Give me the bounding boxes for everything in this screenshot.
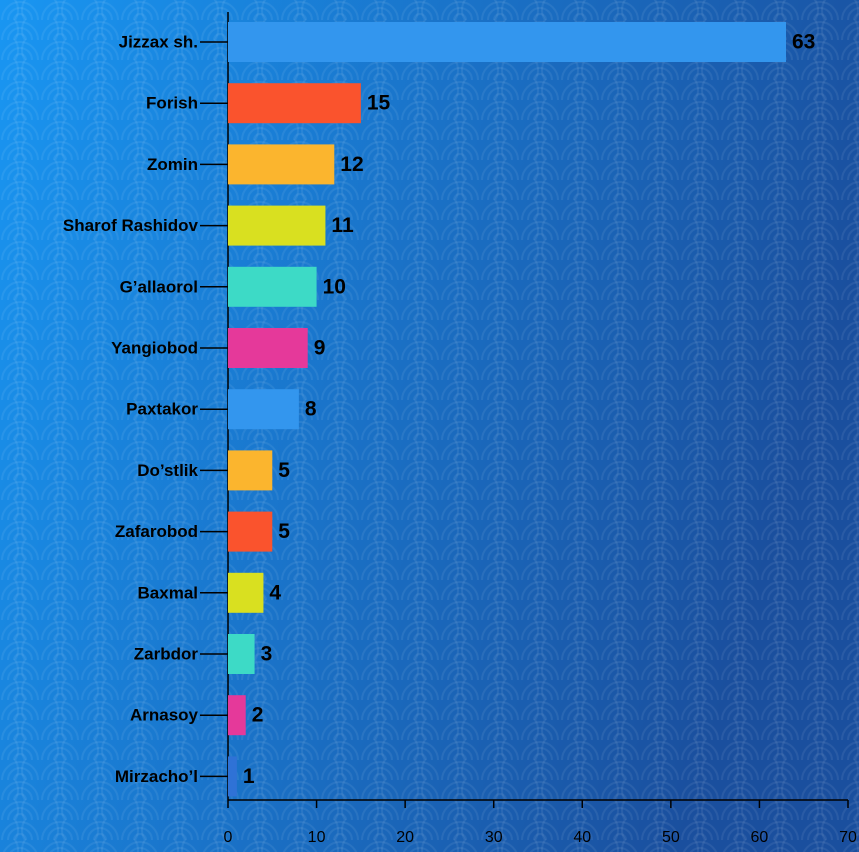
value-label: 63 <box>792 31 815 54</box>
y-tick-label: Sharof Rashidov <box>63 216 199 235</box>
bar <box>228 634 255 674</box>
x-tick-label: 50 <box>662 829 680 846</box>
y-tick-label: Arnasoy <box>130 706 199 725</box>
value-label: 12 <box>340 153 363 176</box>
value-label: 9 <box>314 337 326 360</box>
y-tick-label: Yangiobod <box>111 338 198 357</box>
y-tick-label: Baxmal <box>138 583 198 602</box>
value-label: 2 <box>252 704 264 727</box>
value-label: 11 <box>331 214 354 237</box>
bar <box>228 83 361 124</box>
x-tick-label: 20 <box>396 829 414 846</box>
bar <box>228 450 273 491</box>
x-tick-label: 0 <box>224 829 233 846</box>
x-tick-label: 10 <box>308 829 326 846</box>
x-tick-label: 30 <box>485 829 503 846</box>
x-tick-label: 60 <box>751 829 769 846</box>
value-label: 10 <box>323 275 346 298</box>
x-tick-label: 40 <box>573 829 591 846</box>
value-label: 5 <box>278 520 290 543</box>
bar <box>228 389 299 430</box>
bar <box>228 511 273 552</box>
bar <box>228 266 317 307</box>
value-label: 5 <box>278 459 290 482</box>
value-label: 15 <box>367 92 391 115</box>
bar <box>228 22 786 62</box>
y-tick-label: Mirzacho’l <box>115 767 198 786</box>
value-label: 8 <box>305 398 317 421</box>
value-label: 3 <box>261 643 273 666</box>
bar <box>228 328 308 368</box>
y-tick-label: Zafarobod <box>115 522 198 541</box>
value-label: 1 <box>243 765 255 788</box>
y-tick-label: Do’stlik <box>137 461 198 480</box>
y-tick-label: Forish <box>146 94 198 113</box>
y-tick-label: Zomin <box>147 155 198 174</box>
bar <box>228 205 326 246</box>
y-tick-label: Zarbdor <box>134 644 199 663</box>
y-tick-label: Paxtakor <box>126 400 198 419</box>
bar <box>228 144 335 185</box>
value-label: 4 <box>269 581 281 604</box>
x-tick-label: 70 <box>839 829 857 846</box>
bar <box>228 756 237 797</box>
bar <box>228 695 246 736</box>
y-tick-label: G’allaorol <box>120 277 198 296</box>
bar <box>228 572 264 613</box>
y-tick-label: Jizzax sh. <box>119 32 198 51</box>
